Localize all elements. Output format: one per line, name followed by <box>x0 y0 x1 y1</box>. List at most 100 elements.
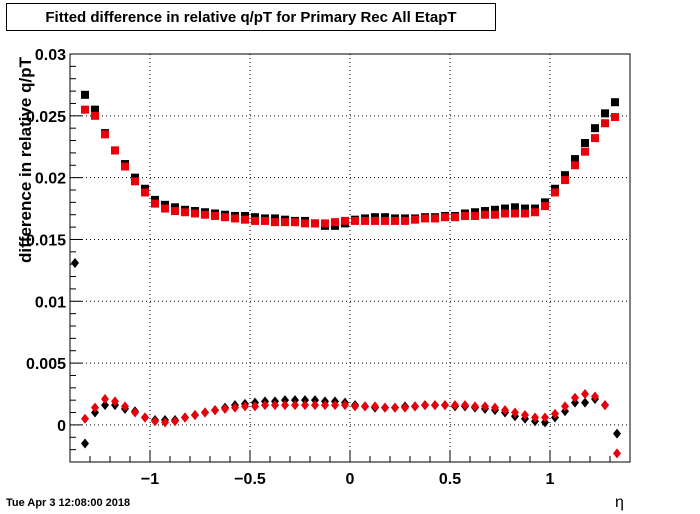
data-point-square <box>271 218 279 227</box>
data-point-diamond <box>231 402 239 413</box>
data-point-square <box>281 218 289 227</box>
data-point-diamond <box>101 400 109 411</box>
data-point-square <box>531 208 539 217</box>
data-point-square <box>261 216 269 225</box>
data-point-square <box>561 176 569 185</box>
data-point-diamond <box>411 401 419 412</box>
data-point-diamond <box>91 402 99 413</box>
data-point-square <box>421 214 429 223</box>
data-point-diamond <box>221 403 229 414</box>
data-point-square <box>391 216 399 225</box>
data-point-diamond <box>141 412 149 423</box>
data-point-diamond <box>451 400 459 411</box>
data-point-square <box>91 105 99 114</box>
data-point-diamond <box>271 400 279 411</box>
data-point-diamond <box>481 401 489 412</box>
data-point-diamond <box>241 401 249 412</box>
data-point-diamond <box>381 402 389 413</box>
data-point-square <box>431 214 439 223</box>
data-point-square <box>341 216 349 225</box>
data-point-square <box>501 209 509 218</box>
data-point-square <box>581 139 589 148</box>
data-point-diamond <box>341 400 349 411</box>
data-point-diamond <box>251 401 259 412</box>
data-point-diamond <box>521 410 529 421</box>
data-point-diamond <box>431 400 439 411</box>
data-point-diamond <box>311 400 319 411</box>
data-point-square <box>551 188 559 197</box>
data-marks <box>71 90 621 459</box>
data-point-square <box>491 210 499 219</box>
x-tick-label: 0.5 <box>439 471 461 488</box>
data-point-square <box>401 216 409 225</box>
y-axis-label: difference in relative q/pT <box>16 57 35 263</box>
data-point-diamond <box>361 401 369 412</box>
data-point-diamond <box>111 396 119 407</box>
data-point-square <box>581 147 589 156</box>
data-point-diamond <box>191 410 199 421</box>
data-point-square <box>601 109 609 118</box>
data-point-square <box>591 134 599 143</box>
x-tick-label: −1 <box>141 471 159 488</box>
data-point-square <box>441 213 449 222</box>
data-point-square <box>211 211 219 220</box>
data-point-diamond <box>591 391 599 402</box>
data-point-square <box>291 218 299 227</box>
data-point-square <box>451 213 459 222</box>
x-tick-label: 1 <box>546 471 555 488</box>
data-point-square <box>361 216 369 225</box>
data-point-diamond <box>371 401 379 412</box>
data-point-square <box>81 105 89 114</box>
data-point-square <box>141 188 149 197</box>
data-point-diamond <box>151 416 159 427</box>
data-point-diamond <box>81 438 89 449</box>
data-point-diamond <box>171 416 179 427</box>
data-point-square <box>151 199 159 208</box>
data-point-square <box>501 204 509 213</box>
data-point-diamond <box>121 401 129 412</box>
data-point-square <box>601 119 609 128</box>
data-point-square <box>571 161 579 170</box>
data-point-square <box>381 216 389 225</box>
data-point-diamond <box>571 392 579 403</box>
data-point-diamond <box>541 412 549 423</box>
data-point-diamond <box>581 389 589 399</box>
data-point-square <box>101 130 109 139</box>
data-point-diamond <box>551 408 559 419</box>
data-point-square <box>251 216 259 225</box>
data-point-diamond <box>561 401 569 412</box>
data-point-diamond <box>301 400 309 411</box>
data-point-square <box>321 219 329 228</box>
y-tick-label: 0.005 <box>26 356 66 373</box>
data-point-diamond <box>601 400 609 411</box>
data-point-diamond <box>211 405 219 416</box>
data-point-diamond <box>281 400 289 411</box>
data-point-diamond <box>81 413 89 424</box>
data-point-diamond <box>71 257 79 268</box>
data-point-diamond <box>391 402 399 413</box>
data-point-diamond <box>131 407 139 418</box>
data-point-diamond <box>161 417 169 428</box>
data-point-square <box>121 162 129 171</box>
data-point-square <box>161 204 169 213</box>
y-tick-label: 0 <box>57 418 66 435</box>
data-point-square <box>571 155 579 164</box>
data-point-square <box>541 202 549 211</box>
data-point-square <box>611 113 619 122</box>
data-point-square <box>611 98 619 107</box>
chart-title: Fitted difference in relative q/pT for P… <box>6 3 496 31</box>
data-point-square <box>511 209 519 218</box>
data-point-square <box>411 215 419 224</box>
data-point-square <box>91 111 99 120</box>
data-point-square <box>521 209 529 218</box>
data-point-diamond <box>421 400 429 411</box>
data-point-square <box>171 207 179 216</box>
data-point-square <box>181 208 189 217</box>
data-point-square <box>481 210 489 219</box>
data-point-diamond <box>613 428 621 439</box>
axes: −1 −0.5 0 0.5 1 0 0.005 0.01 0.015 0.02 0.025 0.03 <box>26 47 631 488</box>
y-tick-label: 0.015 <box>26 232 66 249</box>
data-point-square <box>81 90 89 99</box>
data-point-square <box>191 209 199 218</box>
data-point-diamond <box>181 412 189 423</box>
